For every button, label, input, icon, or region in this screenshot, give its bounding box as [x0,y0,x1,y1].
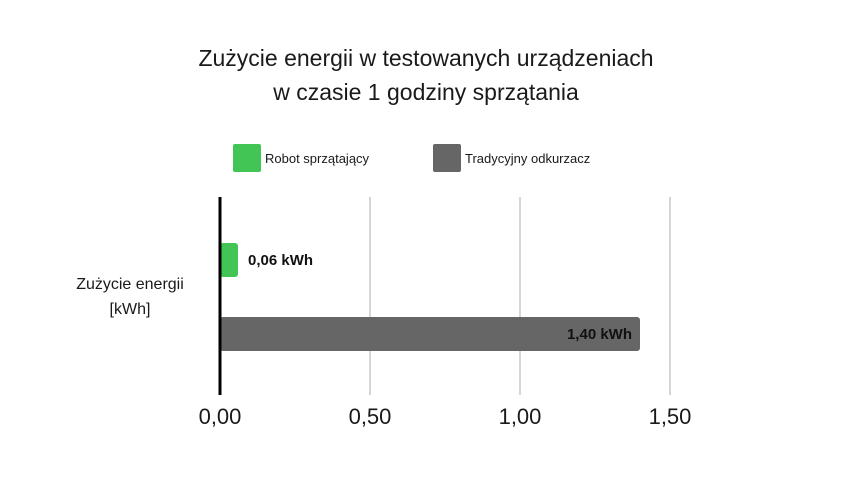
x-tick-label: 0,00 [199,404,242,429]
chart-title-line-2: w czasie 1 godziny sprzątania [272,79,579,105]
category-label-line-2: [kWh] [110,301,151,318]
x-axis-ticks: 0,00 0,50 1,00 1,50 [199,404,692,429]
legend-swatch [433,144,461,172]
bar [220,317,640,351]
grid-lines [369,197,671,395]
x-tick-label: 1,00 [499,404,542,429]
bar [220,243,238,277]
x-tick-label: 1,50 [649,404,692,429]
legend: Robot sprzątający Tradycyjny odkurzacz [233,144,590,172]
legend-label: Tradycyjny odkurzacz [465,151,590,166]
category-label-line-1: Zużycie energii [76,276,184,293]
bar-value-label: 1,40 kWh [567,326,632,343]
bar-value-label: 0,06 kWh [248,252,313,269]
bars [220,243,640,351]
legend-swatch [233,144,261,172]
chart-title-line-1: Zużycie energii w testowanych urządzenia… [198,45,653,71]
x-tick-label: 0,50 [349,404,392,429]
legend-label: Robot sprzątający [265,151,370,166]
value-labels: 0,06 kWh 1,40 kWh [248,252,632,343]
